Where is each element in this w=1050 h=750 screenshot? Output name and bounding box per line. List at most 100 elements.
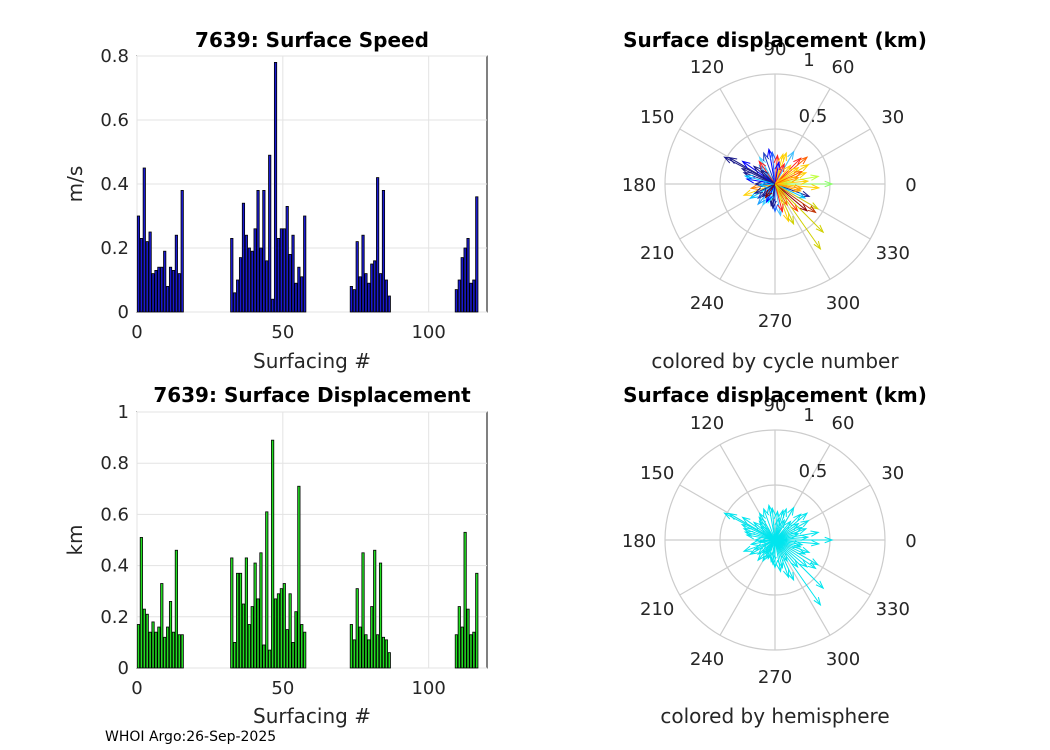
polar-hemisphere-arrowhead xyxy=(758,516,767,526)
speed-xtick-label: 100 xyxy=(411,322,445,343)
polar-cycle-vector xyxy=(774,170,803,185)
polar-cycle-arrowhead xyxy=(787,215,795,226)
polar-cycle-vector xyxy=(772,183,776,209)
polar-cycle-vector xyxy=(774,183,819,210)
polar-cycle-arrowhead xyxy=(753,187,764,194)
speed-bar xyxy=(157,266,161,313)
polar-hemisphere-angle-label: 90 xyxy=(764,395,787,416)
polar-hemisphere-vector xyxy=(729,513,776,541)
polar-cycle-vector xyxy=(742,160,776,185)
polar-cycle-vector xyxy=(768,149,776,185)
displacement-ticks: 0 0.2 0.4 0.6 0.8 1 0 50 100 xyxy=(100,402,445,699)
polar-cycle-arrowhead xyxy=(783,213,790,223)
polar-hemisphere-arrowhead xyxy=(809,558,820,566)
speed-bar xyxy=(180,189,184,313)
polar-cycle-vector xyxy=(774,180,808,185)
displacement-bar xyxy=(157,626,161,669)
polar-cycle-vector xyxy=(765,183,776,198)
displacement-bar xyxy=(145,613,149,669)
displacement-bar xyxy=(370,606,374,669)
polar-hemisphere-vector xyxy=(765,539,776,554)
speed-bar xyxy=(367,282,371,313)
speed-bar xyxy=(352,289,356,313)
polar-cycle-vector xyxy=(766,183,776,203)
polar-cycle-angle-label: 0 xyxy=(905,175,916,196)
polar-cycle-arrowhead xyxy=(815,224,825,234)
polar-hemisphere-vector xyxy=(774,536,808,541)
polar-cycle-angle-label: 180 xyxy=(622,175,656,196)
polar-hemisphere-vector xyxy=(742,516,776,541)
polar-hemisphere-arrowhead xyxy=(740,524,751,531)
displacement-bar xyxy=(364,634,368,669)
speed-bar xyxy=(469,282,473,313)
polar-hemisphere-arrowhead xyxy=(748,547,759,556)
polar-hemisphere-angle-label: 300 xyxy=(826,649,860,670)
polar-hemisphere-arrowhead xyxy=(783,520,792,530)
displacement-bar xyxy=(276,593,281,669)
speed-bar xyxy=(381,189,386,313)
displacement-ylabel: km xyxy=(63,524,87,555)
polar-cycle-arrowhead xyxy=(767,194,774,204)
displacement-bar xyxy=(247,624,251,669)
displacement-ytick-label: 0.4 xyxy=(100,556,129,577)
polar-cycle-vector xyxy=(774,183,821,250)
polar-hemisphere-arrowhead xyxy=(790,532,800,539)
polar-hemisphere-arrowhead xyxy=(790,559,799,569)
polar-hemisphere-vector xyxy=(741,524,776,541)
polar-cycle-arrowhead xyxy=(780,151,787,161)
speed-ytick-label: 0.6 xyxy=(100,110,129,131)
speed-bar xyxy=(265,260,269,313)
polar-hemisphere-vector xyxy=(774,539,810,553)
displacement-bar xyxy=(262,644,266,669)
polar-cycle-angle-label: 60 xyxy=(832,57,855,78)
speed-bar xyxy=(236,279,240,313)
polar-cycle-arrowhead xyxy=(810,174,820,181)
speed-bar xyxy=(233,292,237,313)
polar-hemisphere-vector xyxy=(774,539,799,568)
polar-cycle-arrowhead xyxy=(790,203,799,213)
displacement-bar xyxy=(253,562,257,669)
polar-hemisphere-vector xyxy=(774,539,795,581)
polar-hemisphere-vector xyxy=(774,526,803,541)
polar-hemisphere-arrowhead xyxy=(783,569,790,579)
polar-hemisphere-angle-label: 240 xyxy=(690,649,724,670)
speed-bar xyxy=(460,257,464,313)
polar-hemisphere-vector xyxy=(774,539,790,578)
polar-hemisphere-arrowhead xyxy=(813,597,822,607)
displacement-bar xyxy=(174,549,178,669)
speed-bar xyxy=(297,266,301,313)
polar-hemisphere-arrowhead xyxy=(770,556,777,566)
displacement-bar xyxy=(294,611,298,669)
polar-cycle-arrowhead xyxy=(763,151,770,161)
speed-bar xyxy=(168,266,173,313)
displacement-bar xyxy=(475,572,479,669)
speed-ytick-label: 0.2 xyxy=(100,238,129,259)
displacement-axes-box xyxy=(136,411,488,669)
displacement-bar xyxy=(271,439,275,669)
polar-hemisphere-angle-label: 330 xyxy=(876,599,910,620)
displacement-bar xyxy=(166,626,170,669)
displacement-bar xyxy=(384,639,388,669)
polar-hemisphere-angle-label: 0 xyxy=(905,531,916,552)
displacement-ytick-label: 0.2 xyxy=(100,607,129,628)
polar-cycle-vector xyxy=(774,177,799,185)
speed-bar xyxy=(294,282,298,313)
speed-bar xyxy=(358,276,362,313)
polar-cycle-vector xyxy=(759,183,776,186)
speed-bar xyxy=(364,273,368,313)
displacement-bar xyxy=(168,601,173,669)
polar-cycle-rtick-half: 0.5 xyxy=(799,106,828,127)
polar-hemisphere-vector xyxy=(762,539,776,553)
displacement-ytick-label: 0.6 xyxy=(100,504,129,525)
polar-cycle-vector xyxy=(774,183,808,212)
displacement-bar xyxy=(238,572,243,669)
displacement-bar xyxy=(297,485,301,669)
polar-hemisphere-arrowhead xyxy=(759,524,769,534)
displacement-bars xyxy=(136,439,479,669)
displacement-bar xyxy=(265,511,269,669)
speed-bar xyxy=(361,234,365,313)
speed-chart: 00.20.40.60.80 50 100 7639: Surface Speed … xyxy=(63,28,488,373)
speed-ytick-label: 0 xyxy=(118,302,129,323)
displacement-bar xyxy=(236,572,240,669)
displacement-bar xyxy=(256,598,260,669)
